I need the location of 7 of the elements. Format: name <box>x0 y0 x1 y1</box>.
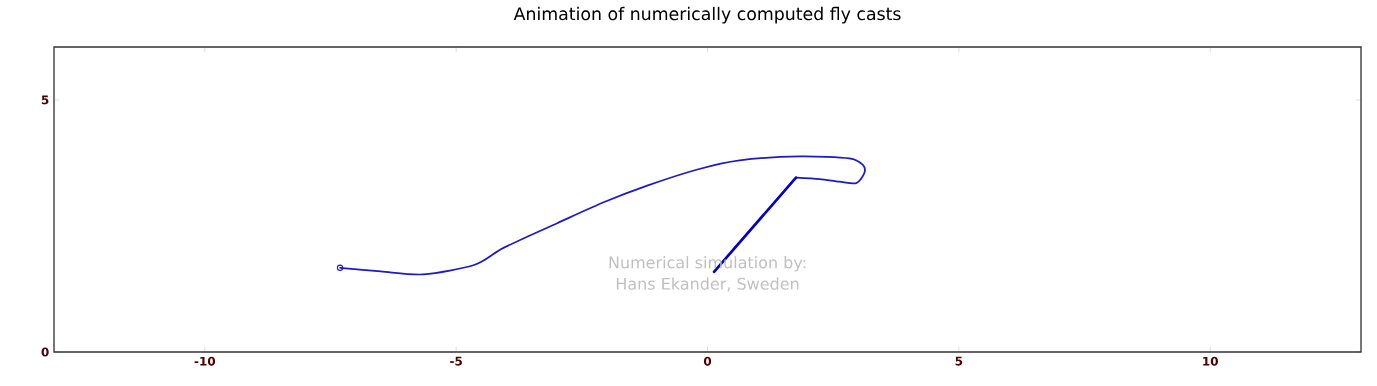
x-tick-label: 0 <box>703 356 712 366</box>
chart-title: Animation of numerically computed fly casts <box>513 6 901 24</box>
x-tick-label: 10 <box>1203 356 1218 366</box>
x-tick-label: -5 <box>450 356 462 366</box>
x-tick-label: -10 <box>194 356 216 366</box>
x-tick-label: 5 <box>955 356 963 366</box>
annotation: Hans Ekander, Sweden <box>616 277 799 292</box>
